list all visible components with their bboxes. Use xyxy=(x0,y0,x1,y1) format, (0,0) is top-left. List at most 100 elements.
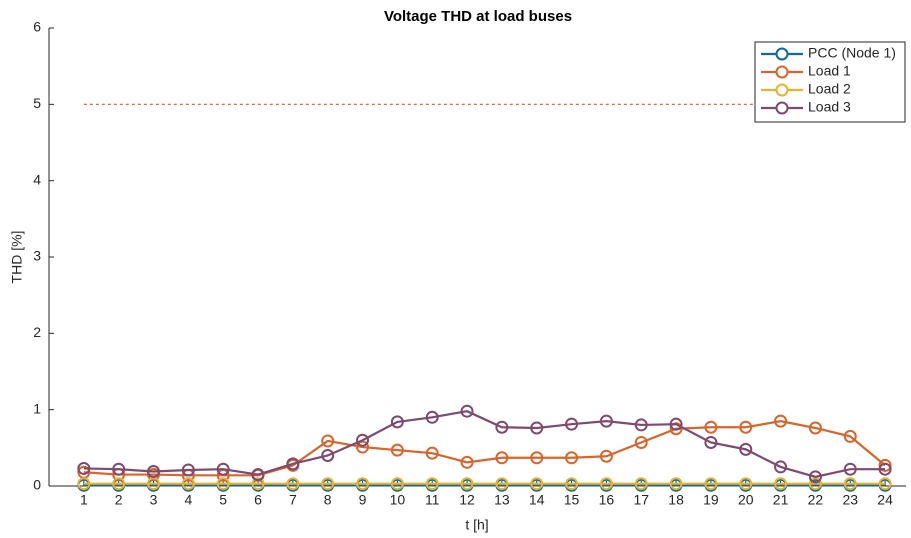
marker xyxy=(251,477,265,491)
marker xyxy=(599,449,613,463)
marker xyxy=(599,414,613,428)
marker xyxy=(460,404,474,418)
y-tick-label: 3 xyxy=(33,248,41,264)
x-tick-label: 7 xyxy=(289,492,297,508)
marker xyxy=(878,462,892,476)
x-tick-label: 18 xyxy=(668,492,684,508)
x-tick-label: 22 xyxy=(808,492,824,508)
marker xyxy=(216,477,230,491)
marker xyxy=(286,457,300,471)
y-tick-label: 5 xyxy=(33,95,41,111)
legend-label: PCC (Node 1) xyxy=(808,45,896,61)
marker xyxy=(704,435,718,449)
chart-title: Voltage THD at load buses xyxy=(384,8,572,25)
marker xyxy=(808,477,822,491)
marker xyxy=(739,477,753,491)
marker xyxy=(390,477,404,491)
y-tick-label: 2 xyxy=(33,324,41,340)
x-tick-label: 13 xyxy=(494,492,510,508)
marker xyxy=(181,477,195,491)
y-tick-label: 1 xyxy=(33,400,41,416)
marker xyxy=(565,451,579,465)
series-line xyxy=(83,419,886,477)
x-tick-label: 16 xyxy=(599,492,615,508)
marker xyxy=(739,420,753,434)
marker xyxy=(181,463,195,477)
marker xyxy=(843,477,857,491)
x-axis-label: t [h] xyxy=(465,517,488,533)
legend-marker xyxy=(775,83,789,97)
y-tick-label: 6 xyxy=(33,19,41,35)
marker xyxy=(843,462,857,476)
marker xyxy=(77,477,91,491)
x-tick-label: 2 xyxy=(115,492,123,508)
y-axis-label: THD [%] xyxy=(9,231,25,284)
x-tick-label: 15 xyxy=(564,492,580,508)
x-tick-label: 23 xyxy=(842,492,858,508)
y-tick-label: 0 xyxy=(33,477,41,493)
x-tick-label: 20 xyxy=(738,492,754,508)
x-tick-label: 12 xyxy=(459,492,475,508)
x-tick-label: 19 xyxy=(703,492,719,508)
series-line xyxy=(83,410,886,478)
marker xyxy=(77,461,91,475)
marker xyxy=(356,440,370,454)
marker xyxy=(356,477,370,491)
marker xyxy=(495,477,509,491)
marker xyxy=(634,477,648,491)
marker xyxy=(425,477,439,491)
y-tick-label: 4 xyxy=(33,171,41,187)
marker xyxy=(251,468,265,482)
x-tick-label: 14 xyxy=(529,492,545,508)
marker xyxy=(495,451,509,465)
legend-marker xyxy=(775,65,789,79)
marker xyxy=(356,433,370,447)
legend-label: Load 1 xyxy=(808,63,851,79)
marker xyxy=(774,414,788,428)
marker xyxy=(147,477,161,491)
x-tick-label: 3 xyxy=(150,492,158,508)
marker xyxy=(147,464,161,478)
marker xyxy=(565,477,579,491)
marker xyxy=(843,429,857,443)
marker xyxy=(112,477,126,491)
marker xyxy=(460,455,474,469)
legend-label: Load 3 xyxy=(808,99,851,115)
x-tick-label: 10 xyxy=(390,492,406,508)
marker xyxy=(495,420,509,434)
x-tick-label: 4 xyxy=(184,492,192,508)
x-tick-label: 1 xyxy=(80,492,88,508)
marker xyxy=(669,417,683,431)
marker xyxy=(774,460,788,474)
x-tick-label: 5 xyxy=(219,492,227,508)
marker xyxy=(739,442,753,456)
x-tick-label: 9 xyxy=(359,492,367,508)
legend-marker xyxy=(775,101,789,115)
marker xyxy=(634,435,648,449)
marker xyxy=(390,415,404,429)
marker xyxy=(425,410,439,424)
marker xyxy=(878,477,892,491)
marker xyxy=(808,470,822,484)
marker xyxy=(808,421,822,435)
marker xyxy=(530,477,544,491)
x-tick-label: 17 xyxy=(633,492,649,508)
x-tick-label: 21 xyxy=(773,492,789,508)
marker xyxy=(216,462,230,476)
legend-marker xyxy=(775,47,789,61)
marker xyxy=(321,434,335,448)
marker xyxy=(321,477,335,491)
marker xyxy=(425,446,439,460)
marker xyxy=(530,421,544,435)
marker xyxy=(321,448,335,462)
marker xyxy=(530,451,544,465)
marker xyxy=(390,443,404,457)
marker xyxy=(599,477,613,491)
marker xyxy=(774,477,788,491)
marker xyxy=(704,477,718,491)
marker xyxy=(704,420,718,434)
marker xyxy=(460,477,474,491)
marker xyxy=(634,418,648,432)
marker xyxy=(286,477,300,491)
